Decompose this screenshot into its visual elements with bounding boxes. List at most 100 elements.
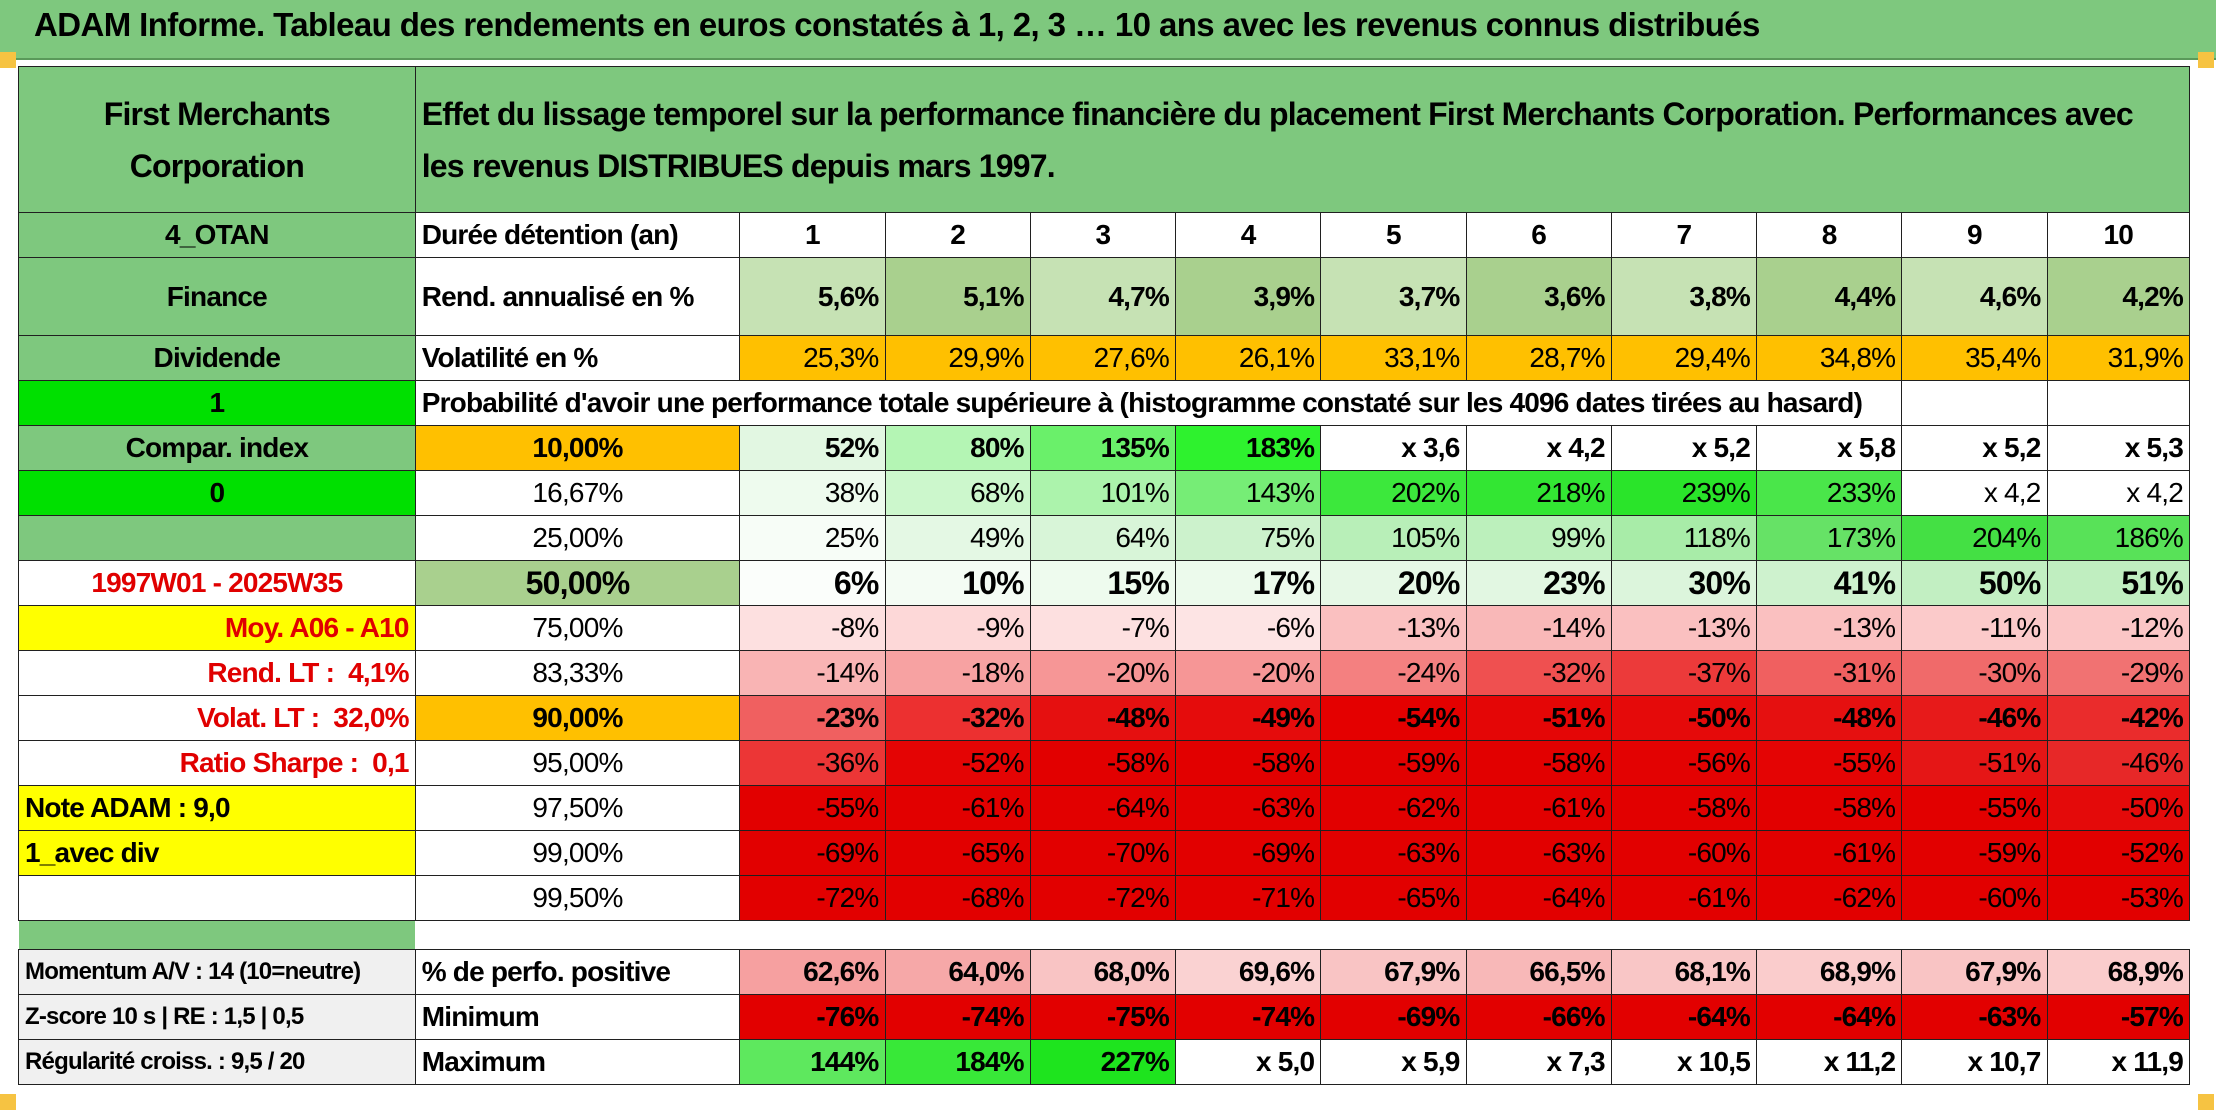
volat-lt-label: Volat. LT : <box>196 702 320 733</box>
probability-threshold: 50,00% <box>414 560 741 606</box>
max-row: Régularité croiss. : 9,5 / 20 Maximum 144%… <box>18 1039 2191 1085</box>
probability-value: -51% <box>1901 740 2048 786</box>
rend-value: 5,1% <box>884 257 1031 336</box>
probability-value: -55% <box>739 785 886 831</box>
vol-value: 31,9% <box>2046 335 2191 381</box>
min-value: -74% <box>1175 994 1322 1040</box>
probability-value: 23% <box>1465 560 1612 606</box>
probability-threshold: 75,00% <box>414 605 741 651</box>
probability-value: -70% <box>1029 830 1177 876</box>
rend-label: Rend. annualisé en % <box>414 257 741 336</box>
duration-year: 6 <box>1465 212 1612 258</box>
probability-value: x 3,6 <box>1320 425 1467 471</box>
probability-value: -62% <box>1756 875 1903 921</box>
vol-value: 29,9% <box>884 335 1031 381</box>
probability-value: -11% <box>1901 605 2048 651</box>
probability-value: -48% <box>1756 695 1903 741</box>
vol-value: 29,4% <box>1610 335 1758 381</box>
probability-value: 38% <box>739 470 886 516</box>
probability-value: 173% <box>1756 515 1903 561</box>
max-value: 144% <box>739 1039 886 1085</box>
probability-value: -56% <box>1610 740 1758 786</box>
pos-value: 68,9% <box>2046 949 2191 995</box>
probability-threshold: 90,00% <box>414 695 741 741</box>
probability-value: -50% <box>2046 785 2191 831</box>
pos-value: 67,9% <box>1320 949 1467 995</box>
probability-value: 41% <box>1756 560 1903 606</box>
vol-value: 28,7% <box>1465 335 1612 381</box>
separator-row <box>18 920 2190 950</box>
probability-value: 239% <box>1610 470 1758 516</box>
probability-value: 52% <box>739 425 886 471</box>
duration-year: 1 <box>739 212 886 258</box>
max-value: x 11,9 <box>2046 1039 2191 1085</box>
probability-value: -58% <box>1610 785 1758 831</box>
probability-value: -61% <box>1465 785 1612 831</box>
probability-value: -36% <box>739 740 886 786</box>
probability-value: 118% <box>1610 515 1758 561</box>
vol-label: Volatilité en % <box>414 335 741 381</box>
probability-value: 15% <box>1029 560 1177 606</box>
duration-label: Durée détention (an) <box>414 212 741 258</box>
probability-value: 10% <box>884 560 1031 606</box>
rend-value: 5,6% <box>739 257 886 336</box>
probability-threshold: 99,00% <box>414 830 741 876</box>
probability-row: Note ADAM : 9,0 97,50% -55% -61% -64% -63% -62… <box>18 785 2191 831</box>
probability-row: 0 16,67% 38% 68% 101% 143% 202% 218% 239% 233% x 4… <box>18 470 2191 516</box>
volat-lt-value: 32,0% <box>333 702 409 733</box>
probability-value: 49% <box>884 515 1031 561</box>
duration-row: 4_OTAN Durée détention (an) 1 2 3 4 5 6 7 8 9 10 <box>18 212 2191 258</box>
probability-value: 30% <box>1610 560 1758 606</box>
probability-value: -6% <box>1175 605 1322 651</box>
min-row: Z-score 10 s | RE : 1,5 | 0,5 Minimum -76%… <box>18 994 2191 1040</box>
probability-value: -7% <box>1029 605 1177 651</box>
probability-threshold: 25,00% <box>414 515 741 561</box>
probability-value: -23% <box>739 695 886 741</box>
corner-marker <box>0 1094 16 1110</box>
probability-threshold: 99,50% <box>414 875 741 921</box>
probability-value: -62% <box>1320 785 1467 831</box>
probability-value: -63% <box>1175 785 1322 831</box>
probability-value: -52% <box>2046 830 2191 876</box>
tag-label: 4_OTAN <box>18 212 416 258</box>
probability-value: -37% <box>1610 650 1758 696</box>
pos-value: 64,0% <box>884 949 1031 995</box>
probability-value: -12% <box>2046 605 2191 651</box>
probability-value: 68% <box>884 470 1031 516</box>
rend-value: 4,2% <box>2046 257 2191 336</box>
probability-value: -13% <box>1610 605 1758 651</box>
probability-value: -49% <box>1175 695 1322 741</box>
probability-value: -64% <box>1029 785 1177 831</box>
report-title: ADAM Informe. Tableau des rendements en … <box>34 6 1760 43</box>
max-label: Maximum <box>414 1039 741 1085</box>
min-value: -76% <box>739 994 886 1040</box>
corner-marker <box>2198 52 2214 68</box>
probability-value: -14% <box>1465 605 1612 651</box>
probability-value: -59% <box>1320 740 1467 786</box>
vol-value: 35,4% <box>1901 335 2048 381</box>
probability-value: -30% <box>1901 650 2048 696</box>
probability-value: x 5,2 <box>1610 425 1758 471</box>
probability-threshold: 10,00% <box>414 425 741 471</box>
probability-value: 50% <box>1901 560 2048 606</box>
probability-value: -69% <box>739 830 886 876</box>
duration-year: 9 <box>1901 212 2048 258</box>
probability-value: 64% <box>1029 515 1177 561</box>
min-value: -66% <box>1465 994 1612 1040</box>
compar-index-label: Compar. index <box>18 425 416 471</box>
momentum-label: Momentum A/V : 14 (10=neutre) <box>18 949 416 995</box>
probability-value: -64% <box>1465 875 1612 921</box>
probability-value: 218% <box>1465 470 1612 516</box>
sector-label: Finance <box>18 257 416 336</box>
probability-row: Volat. LT : 32,0% 90,00% -23% -32% -48% -49% -… <box>18 695 2191 741</box>
probability-value: 6% <box>739 560 886 606</box>
probability-value: 75% <box>1175 515 1322 561</box>
vol-value: 34,8% <box>1756 335 1903 381</box>
vol-value: 27,6% <box>1029 335 1177 381</box>
probability-row: Rend. LT : 4,1% 83,33% -14% -18% -20% -20% -24… <box>18 650 2191 696</box>
probability-value: 51% <box>2046 560 2191 606</box>
pos-value: 66,5% <box>1465 949 1612 995</box>
probability-value: -32% <box>884 695 1031 741</box>
rend-lt-label: Rend. LT : <box>207 657 335 688</box>
